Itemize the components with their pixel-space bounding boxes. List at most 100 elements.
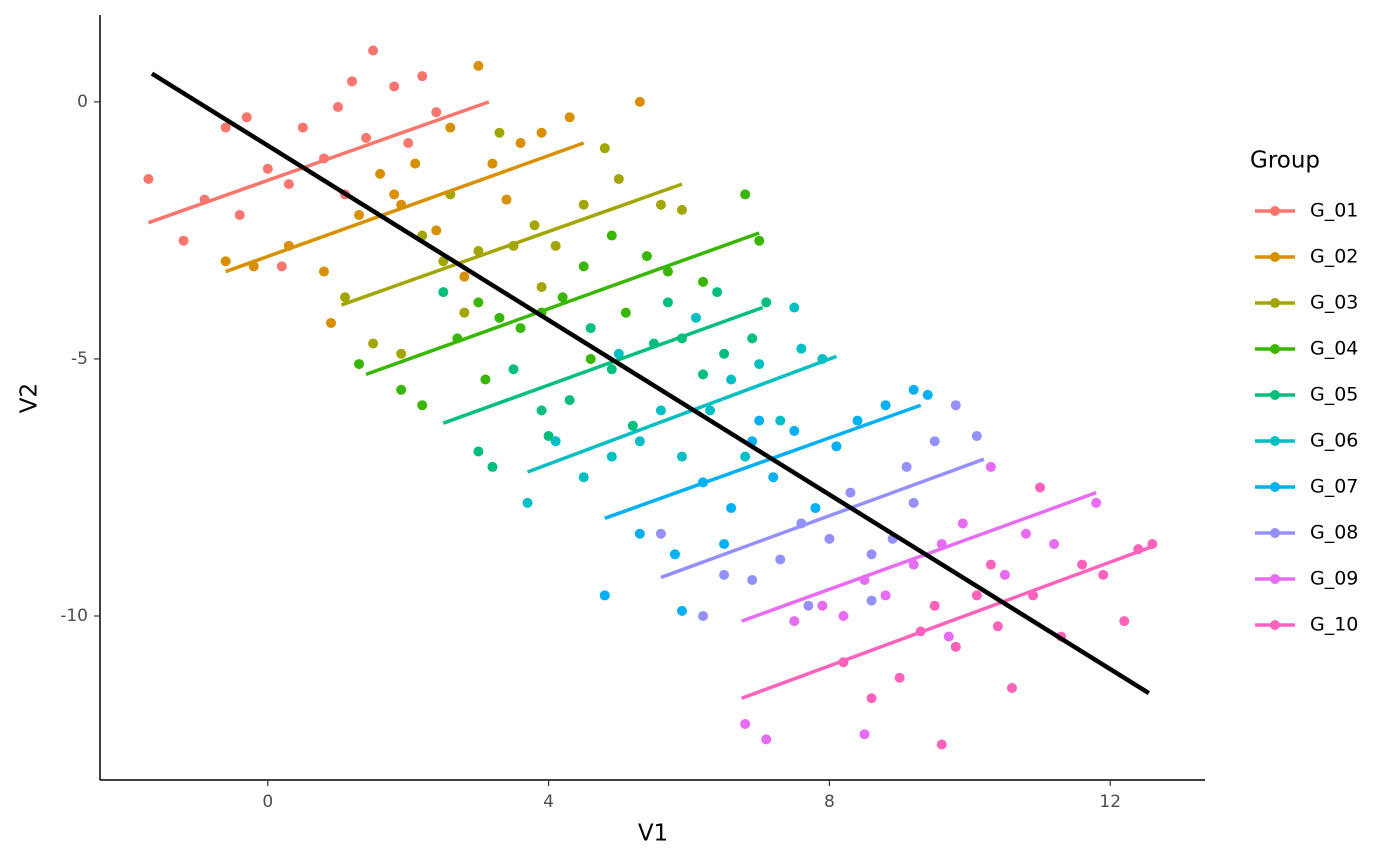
point xyxy=(606,451,617,462)
point xyxy=(719,539,730,550)
point xyxy=(1091,497,1102,508)
point xyxy=(789,302,800,313)
point xyxy=(1098,569,1109,580)
point xyxy=(564,395,575,406)
point xyxy=(634,528,645,539)
y-tick-label: -10 xyxy=(60,606,88,626)
point xyxy=(726,374,737,385)
point xyxy=(396,348,407,359)
group-fit-line xyxy=(660,457,985,580)
point xyxy=(662,266,673,277)
point xyxy=(431,107,442,118)
point xyxy=(354,209,365,220)
point xyxy=(578,261,589,272)
point xyxy=(494,312,505,323)
x-tick-label: 4 xyxy=(543,792,554,812)
point xyxy=(803,600,814,611)
point xyxy=(705,405,716,416)
point xyxy=(817,600,828,611)
point xyxy=(698,369,709,380)
point xyxy=(494,127,505,138)
legend-swatch-dot xyxy=(1270,574,1280,584)
point xyxy=(578,199,589,210)
point xyxy=(866,595,877,606)
point xyxy=(417,71,428,82)
point xyxy=(810,503,821,514)
point xyxy=(487,158,498,169)
legend-label: G_04 xyxy=(1310,338,1358,360)
point xyxy=(894,672,905,683)
point xyxy=(361,132,372,143)
point xyxy=(929,436,940,447)
point xyxy=(340,292,351,303)
x-tick-label: 8 xyxy=(824,792,835,812)
x-axis-title: V1 xyxy=(638,821,668,847)
point xyxy=(634,96,645,107)
group-fit-line xyxy=(225,141,585,274)
point xyxy=(754,235,765,246)
point xyxy=(761,734,772,745)
point xyxy=(922,389,933,400)
point xyxy=(473,297,484,308)
point xyxy=(985,461,996,472)
legend-label: G_09 xyxy=(1310,568,1358,590)
group-fit-line xyxy=(442,305,764,425)
legend-label: G_05 xyxy=(1310,384,1358,406)
point xyxy=(536,127,547,138)
point xyxy=(655,405,666,416)
point xyxy=(241,112,252,123)
y-axis-title: V2 xyxy=(17,383,43,413)
point xyxy=(789,425,800,436)
point xyxy=(599,143,610,154)
point xyxy=(368,338,379,349)
point xyxy=(1035,482,1046,493)
point xyxy=(950,641,961,652)
point xyxy=(1119,616,1130,627)
point xyxy=(522,497,533,508)
point xyxy=(318,266,329,277)
point xyxy=(325,317,336,328)
point xyxy=(445,122,456,133)
x-tick-label: 12 xyxy=(1099,792,1121,812)
legend-swatch-dot xyxy=(1270,344,1280,354)
point xyxy=(529,220,540,231)
point xyxy=(866,693,877,704)
point xyxy=(662,297,673,308)
point xyxy=(550,436,561,447)
legend-swatch-dot xyxy=(1270,436,1280,446)
point xyxy=(676,204,687,215)
point xyxy=(283,179,294,190)
point xyxy=(389,189,400,200)
point xyxy=(999,569,1010,580)
point xyxy=(438,287,449,298)
point xyxy=(613,348,624,359)
point xyxy=(655,199,666,210)
point xyxy=(515,323,526,334)
point xyxy=(389,81,400,92)
y-tick-label: 0 xyxy=(77,92,88,112)
point xyxy=(480,374,491,385)
legend-label: G_03 xyxy=(1310,292,1358,314)
point xyxy=(543,431,554,442)
point xyxy=(789,616,800,627)
group-fit-line xyxy=(147,100,490,225)
point xyxy=(487,461,498,472)
point xyxy=(880,400,891,411)
point xyxy=(796,343,807,354)
point xyxy=(585,353,596,364)
point xyxy=(620,307,631,318)
point xyxy=(536,281,547,292)
point xyxy=(908,384,919,395)
point xyxy=(908,559,919,570)
point xyxy=(627,420,638,431)
group-fit-line xyxy=(340,182,683,307)
point xyxy=(585,323,596,334)
point xyxy=(410,158,421,169)
point xyxy=(178,235,189,246)
point xyxy=(143,174,154,185)
point xyxy=(761,297,772,308)
point xyxy=(943,631,954,642)
point xyxy=(985,559,996,570)
point xyxy=(908,497,919,508)
